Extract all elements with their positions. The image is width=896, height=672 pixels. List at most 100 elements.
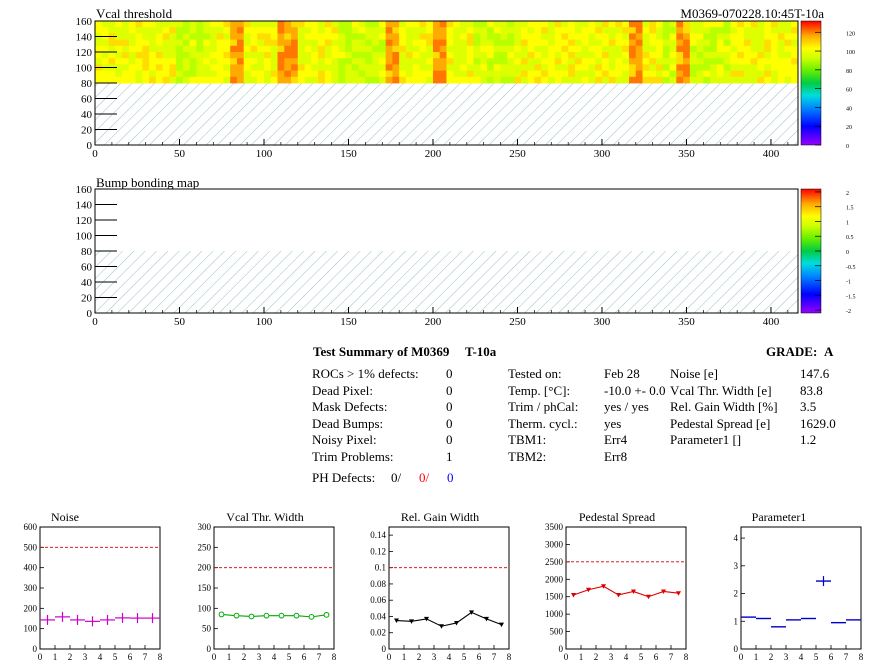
vcal-map-cell [615,64,623,71]
vcal-map-cell [115,39,123,47]
vcal-map-cell [487,33,495,40]
vcal-map-cell [142,21,150,28]
vcal-map-cell [169,27,177,34]
vcal-map-cell [297,39,305,47]
vcal-map-cell [642,33,650,40]
vcal-map-cell [642,45,650,53]
chart-3-point [409,619,414,624]
vcal-map-cell [716,33,725,40]
vcal-map-cell [493,39,501,47]
chart-1-x-tick-label: 6 [128,652,133,662]
chart-2-x-tick-label: 2 [242,652,247,662]
vcal-map-cell [601,21,610,28]
vcal-map-cell [473,52,481,59]
vcal-map-cell [399,70,407,78]
vcal-map-cell [439,64,447,71]
vcal-map-cell [284,33,292,40]
vcal-map-cell [392,27,400,34]
vcal-map-cell [601,39,610,47]
vcal-map-cell [649,70,657,78]
vcal-map-cell [324,33,332,40]
defect-row-value: 0 [446,382,453,398]
vcal-map-cell [128,21,136,28]
vcal-map-cell [358,64,366,71]
vcal-map-cell [784,39,792,47]
vcal-map-cell [196,58,204,65]
vcal-map-cell [764,45,772,53]
vcal-map-cell [419,52,427,59]
vcal-map-cell [635,76,643,84]
vcal-map-cell [162,64,170,71]
vcal-map-cell [318,27,326,34]
vcal-map-cell [426,64,434,71]
vcal-map-x-tick-label: 300 [594,148,611,160]
vcal-map-cell [784,70,792,78]
chart-2-point [293,612,300,619]
bump-colorbar-tick-label: 0.5 [846,235,854,241]
vcal-map-cell [757,33,765,40]
vcal-map-cell [101,39,109,47]
vcal-map-cell [338,39,346,47]
vcal-map-cell [649,21,657,28]
vcal-map-cell [257,33,265,40]
vcal-map-cell [203,45,211,53]
vcal-map-cell [581,52,589,59]
vcal-map-cell [669,33,677,40]
vcal-map-cell [263,58,272,65]
vcal-map-cell [426,76,434,84]
vcal-map-cell [527,70,535,78]
vcal-map-cell [372,39,380,47]
vcal-map-cell [541,39,549,47]
vcal-map-cell [669,64,677,71]
vcal-map-cell [595,70,603,78]
vcal-map-cell [399,58,407,65]
vcal-map-cell [764,76,772,84]
vcal-map-cell [703,52,711,59]
vcal-map-cell [324,70,332,78]
vcal-map-cell [122,21,130,28]
vcal-map-cell [473,58,481,65]
vcal-map-cell [432,58,441,65]
vcal-map-cell [656,27,664,34]
vcal-map-cell [378,39,387,47]
vcal-map-cell [574,64,583,71]
vcal-map-cell [676,58,684,65]
vcal-map-cell [331,21,339,28]
vcal-map-cell [338,76,346,84]
vcal-map-cell [541,64,549,71]
vcal-map-cell [182,70,191,78]
vcal-map-cell [331,45,339,53]
vcal-map-cell [176,33,184,40]
vcal-map-cell [162,21,170,28]
vcal-map-cell [710,76,718,84]
vcal-map-cell [608,27,616,34]
vcal-map-cell [500,70,508,78]
vcal-map-cell [629,70,637,78]
vcal-map-cell [622,39,630,47]
vcal-map-cell [324,76,332,84]
vcal-map-cell [405,52,414,59]
vcal-map-cell [574,58,583,65]
vcal-map-cell [135,76,143,84]
vcal-map-cell [703,39,711,47]
vcal-map-cell [331,76,339,84]
vcal-map-cell [189,27,197,34]
vcal-map-cell [338,27,346,34]
vcal-map-cell [547,76,556,84]
vcal-map-cell [372,33,380,40]
vcal-map-cell [547,58,556,65]
vcal-map-cell [149,21,157,28]
vcal-map-cell [169,70,177,78]
vcal-map-cell [426,27,434,34]
vcal-map-cell [223,52,231,59]
vcal-map-cell [466,58,474,65]
vcal-map-cell [162,52,170,59]
metric-row-label: Rel. Gain Width [%] [670,399,778,415]
vcal-map-cell [629,27,637,34]
vcal-map-cell [263,27,272,34]
defect-row-value: 0 [446,399,453,415]
vcal-map-cell [291,76,299,84]
ph-defects-label: PH Defects: [312,470,376,485]
vcal-map-cell [595,58,603,65]
vcal-map-cell [791,27,799,34]
